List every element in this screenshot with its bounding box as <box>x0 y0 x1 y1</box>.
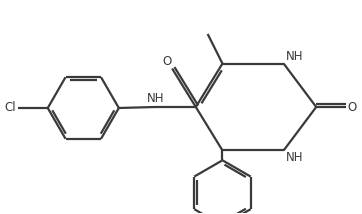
Text: O: O <box>162 55 171 68</box>
Text: Cl: Cl <box>5 101 16 114</box>
Text: O: O <box>348 101 357 113</box>
Text: NH: NH <box>286 152 303 164</box>
Text: NH: NH <box>286 50 303 62</box>
Text: NH: NH <box>147 92 164 105</box>
